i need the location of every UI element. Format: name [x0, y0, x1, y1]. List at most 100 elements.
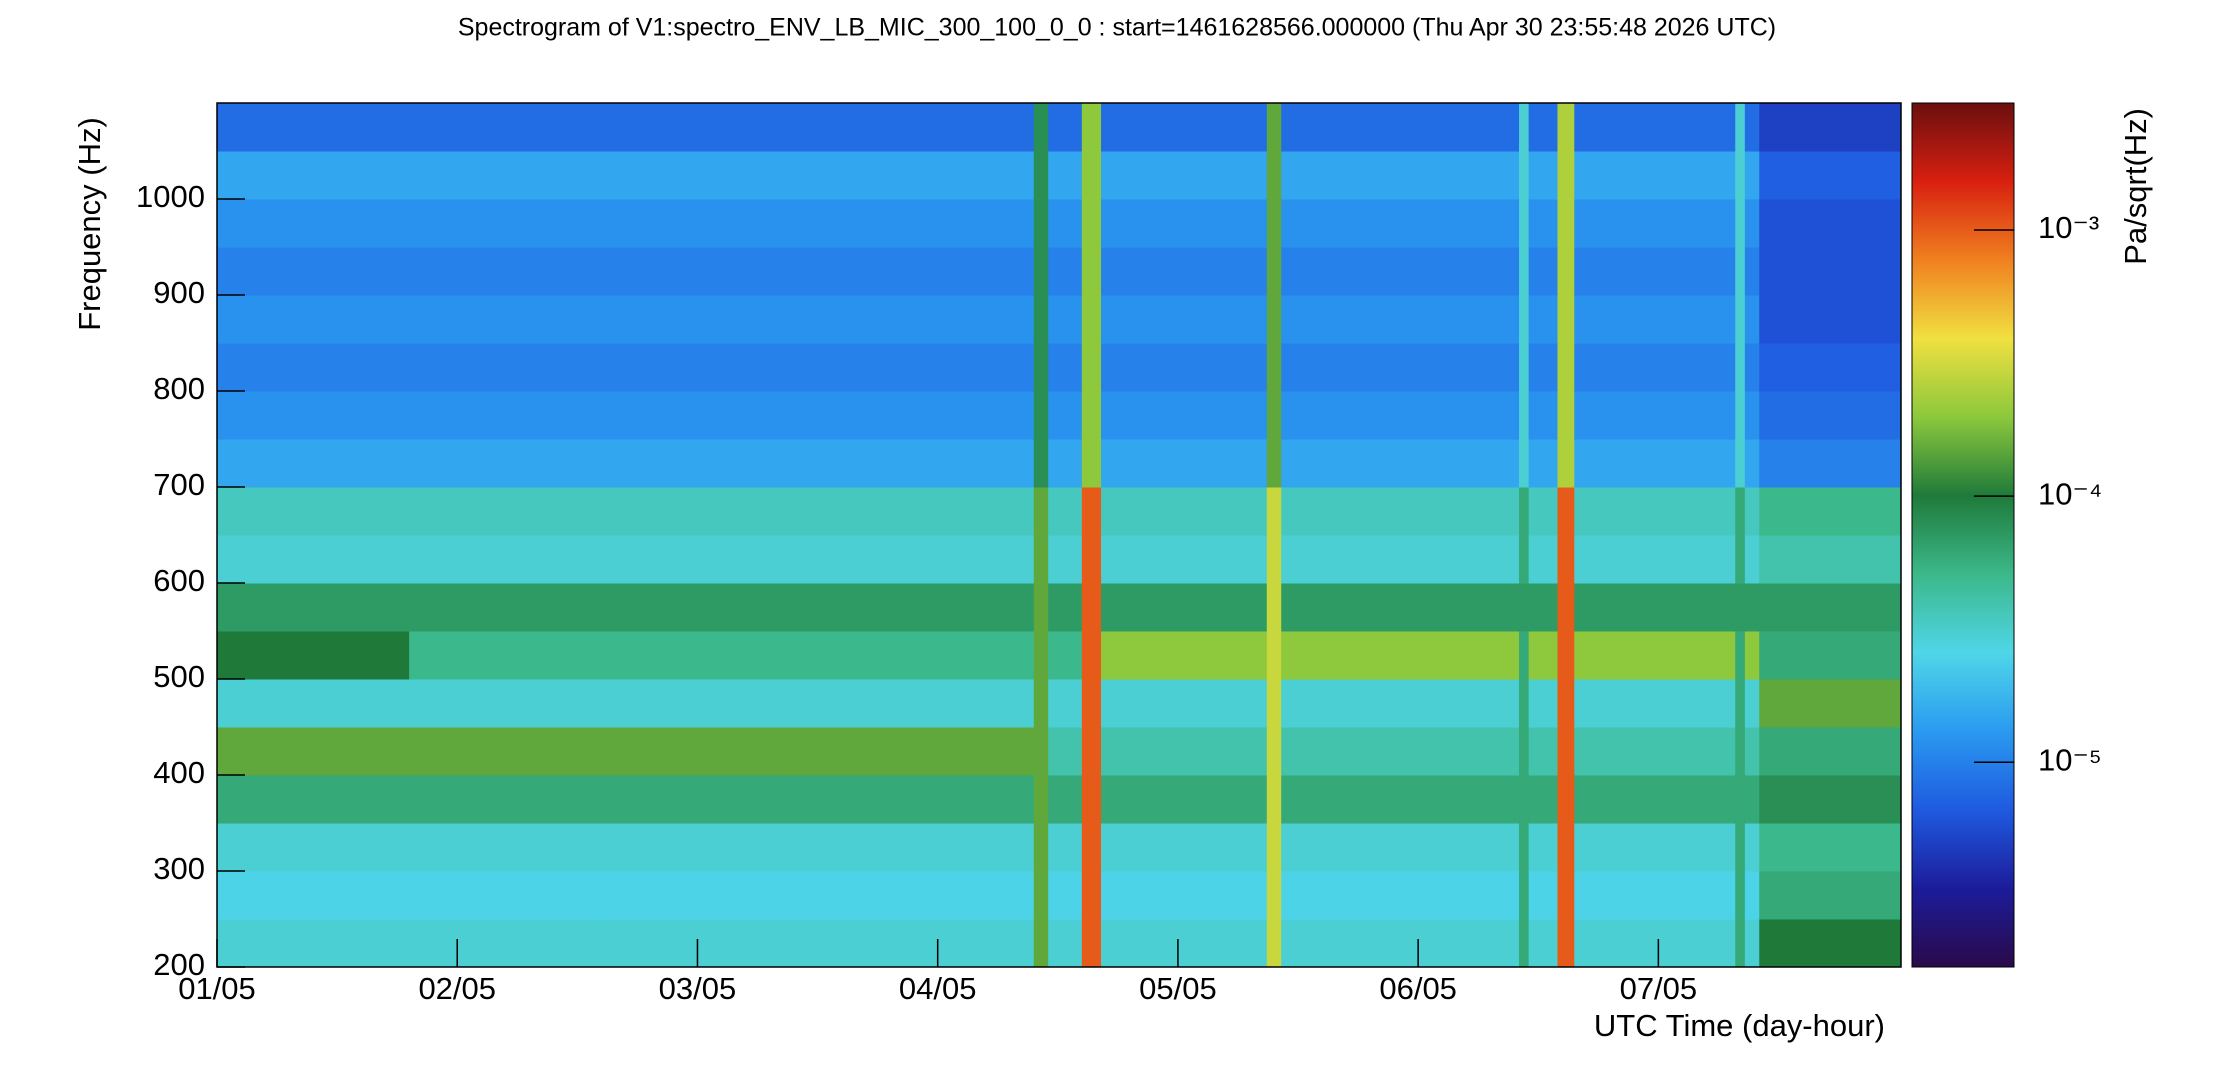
heatmap-cell: [1081, 631, 1102, 680]
heatmap-cell: [1735, 199, 1746, 248]
heatmap-cell: [1101, 919, 1268, 968]
heatmap-cell: [1519, 247, 1530, 296]
heatmap-cell: [1266, 487, 1282, 536]
x-tick-label: 05/05: [1139, 971, 1217, 1006]
heatmap-cell: [1101, 583, 1268, 632]
heatmap-cell: [1528, 151, 1558, 200]
heatmap-cell: [1574, 487, 1736, 536]
heatmap-cell: [1574, 775, 1736, 824]
heatmap-cell: [1744, 823, 1760, 872]
heatmap-cell: [1574, 343, 1736, 392]
heatmap-cell: [601, 631, 795, 680]
heatmap-cell: [601, 439, 795, 488]
heatmap-cell: [1048, 295, 1083, 344]
heatmap-cell: [1281, 295, 1520, 344]
heatmap-cell: [1048, 343, 1083, 392]
heatmap-cell: [1033, 823, 1049, 872]
heatmap-cell: [1744, 247, 1760, 296]
heatmap-cell: [1759, 823, 1902, 872]
heatmap-cell: [985, 823, 1035, 872]
heatmap-cell: [1574, 535, 1736, 584]
heatmap-cell: [601, 247, 795, 296]
heatmap-cell: [1735, 727, 1746, 776]
colorbar-label: Pa/sqrt(Hz): [2118, 108, 2153, 265]
x-tick-label: 06/05: [1379, 971, 1457, 1006]
heatmap-cell: [1519, 199, 1530, 248]
y-tick-label: 900: [153, 275, 205, 310]
heatmap-cell: [1759, 343, 1902, 392]
heatmap-cell: [1744, 679, 1760, 728]
heatmap-cell: [1759, 199, 1902, 248]
heatmap-cell: [1266, 871, 1282, 920]
heatmap-cell: [1735, 919, 1746, 968]
heatmap-cell: [1744, 103, 1760, 152]
heatmap-cell: [1519, 583, 1530, 632]
heatmap-cell: [1519, 343, 1530, 392]
heatmap-cell: [1735, 535, 1746, 584]
x-tick-label: 03/05: [659, 971, 737, 1006]
heatmap-cell: [409, 343, 602, 392]
heatmap-cell: [1528, 919, 1558, 968]
heatmap-cell: [1735, 391, 1746, 440]
heatmap-cell: [1081, 487, 1102, 536]
heatmap-cell: [1048, 391, 1083, 440]
heatmap-cell: [1281, 823, 1520, 872]
heatmap-cell: [1574, 391, 1736, 440]
heatmap-cell: [1744, 583, 1760, 632]
heatmap-cell: [793, 631, 987, 680]
heatmap-cell: [1081, 103, 1102, 152]
heatmap-cell: [1735, 823, 1746, 872]
heatmap-cell: [1101, 823, 1268, 872]
heatmap-cell: [217, 727, 410, 776]
heatmap-cell: [1528, 439, 1558, 488]
heatmap-cell: [1081, 775, 1102, 824]
heatmap-cell: [1101, 535, 1268, 584]
heatmap-cell: [1519, 439, 1530, 488]
heatmap-cell: [217, 535, 410, 584]
heatmap-cell: [1557, 487, 1575, 536]
heatmap-cell: [1266, 151, 1282, 200]
heatmap-cell: [409, 151, 602, 200]
heatmap-cell: [1266, 727, 1282, 776]
heatmap-cell: [601, 583, 795, 632]
heatmap-cell: [1557, 871, 1575, 920]
heatmap-cell: [1519, 295, 1530, 344]
plot-frame: [216, 102, 1902, 968]
heatmap-cell: [1557, 103, 1575, 152]
heatmap-cell: [1759, 775, 1902, 824]
heatmap-cell: [1033, 679, 1049, 728]
heatmap-cell: [1735, 871, 1746, 920]
heatmap-cell: [217, 343, 410, 392]
heatmap-cell: [1528, 103, 1558, 152]
heatmap-cell: [1048, 679, 1083, 728]
heatmap-cell: [1048, 583, 1083, 632]
x-tick-label: 07/05: [1620, 971, 1698, 1006]
heatmap-cell: [217, 487, 410, 536]
heatmap-cell: [1519, 727, 1530, 776]
heatmap-cell: [409, 247, 602, 296]
heatmap-cell: [1574, 295, 1736, 344]
heatmap-cell: [601, 727, 795, 776]
heatmap-cell: [985, 199, 1035, 248]
heatmap-cell: [1574, 199, 1736, 248]
heatmap-cell: [409, 487, 602, 536]
heatmap-cell: [1557, 631, 1575, 680]
colorbar-tick-label: 10⁻⁴: [2038, 476, 2102, 511]
heatmap-cell: [1557, 535, 1575, 584]
heatmap-cell: [1519, 871, 1530, 920]
heatmap-cell: [1557, 583, 1575, 632]
heatmap-cell: [1557, 823, 1575, 872]
y-tick-label: 300: [153, 851, 205, 886]
heatmap-cell: [1081, 295, 1102, 344]
heatmap-cell: [1528, 295, 1558, 344]
heatmap-cell: [217, 151, 410, 200]
heatmap-cell: [1033, 439, 1049, 488]
heatmap-cell: [1528, 631, 1558, 680]
heatmap-cell: [409, 535, 602, 584]
heatmap-cell: [1081, 871, 1102, 920]
heatmap-cell: [1759, 631, 1902, 680]
heatmap-cell: [601, 535, 795, 584]
heatmap-cell: [409, 103, 602, 152]
heatmap-cell: [217, 583, 410, 632]
heatmap-cell: [1744, 295, 1760, 344]
